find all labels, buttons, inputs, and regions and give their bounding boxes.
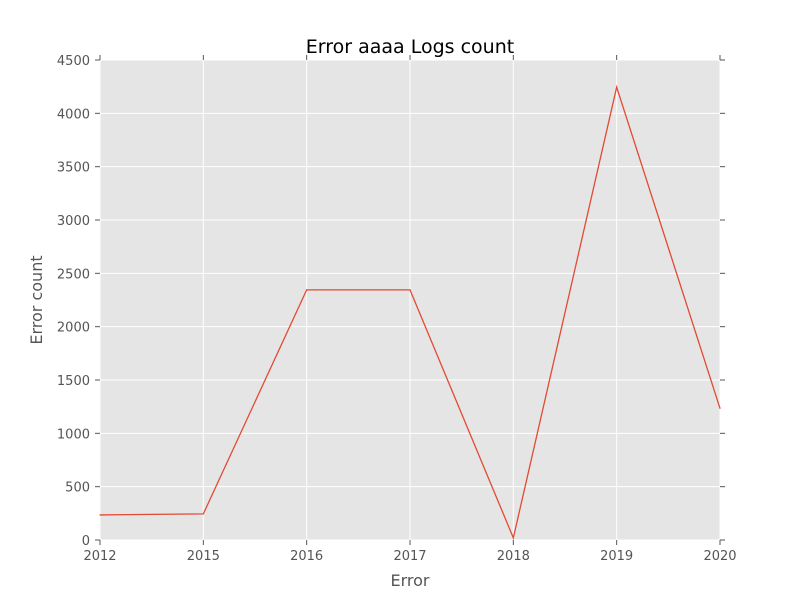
data-point <box>512 537 514 539</box>
series-layer <box>99 84 721 540</box>
x-tick-label: 2020 <box>703 549 736 564</box>
y-tick-label: 1000 <box>57 427 90 442</box>
y-tick-label: 2500 <box>57 267 90 282</box>
x-tick-label: 2016 <box>290 549 323 564</box>
y-tick-label: 3000 <box>57 214 90 229</box>
y-tick-label: 0 <box>82 534 90 549</box>
x-axis-title: Error <box>391 571 430 590</box>
data-point <box>202 513 204 515</box>
data-point <box>306 289 308 291</box>
x-tick-label: 2012 <box>83 549 116 564</box>
x-tick-label: 2019 <box>600 549 633 564</box>
x-tick-label: 2017 <box>393 549 426 564</box>
y-tick-label: 3500 <box>57 161 90 176</box>
data-point <box>99 514 101 516</box>
y-tick-label: 4500 <box>57 54 90 69</box>
y-tick-label: 500 <box>65 481 90 496</box>
data-point <box>719 407 721 409</box>
tick-labels: 2012 2015 2016 2017 2018 2019 2020 0 500 1000 1500… <box>57 54 737 564</box>
x-tick-label: 2015 <box>187 549 220 564</box>
chart-title: Error aaaa Logs count <box>306 36 514 58</box>
axis-ticks <box>95 55 725 545</box>
y-tick-label: 2000 <box>57 321 90 336</box>
y-tick-label: 1500 <box>57 374 90 389</box>
data-point <box>409 289 411 291</box>
x-tick-label: 2018 <box>497 549 530 564</box>
data-point <box>616 86 618 88</box>
y-axis-title: Error count <box>27 255 46 344</box>
y-tick-label: 4000 <box>57 107 90 122</box>
